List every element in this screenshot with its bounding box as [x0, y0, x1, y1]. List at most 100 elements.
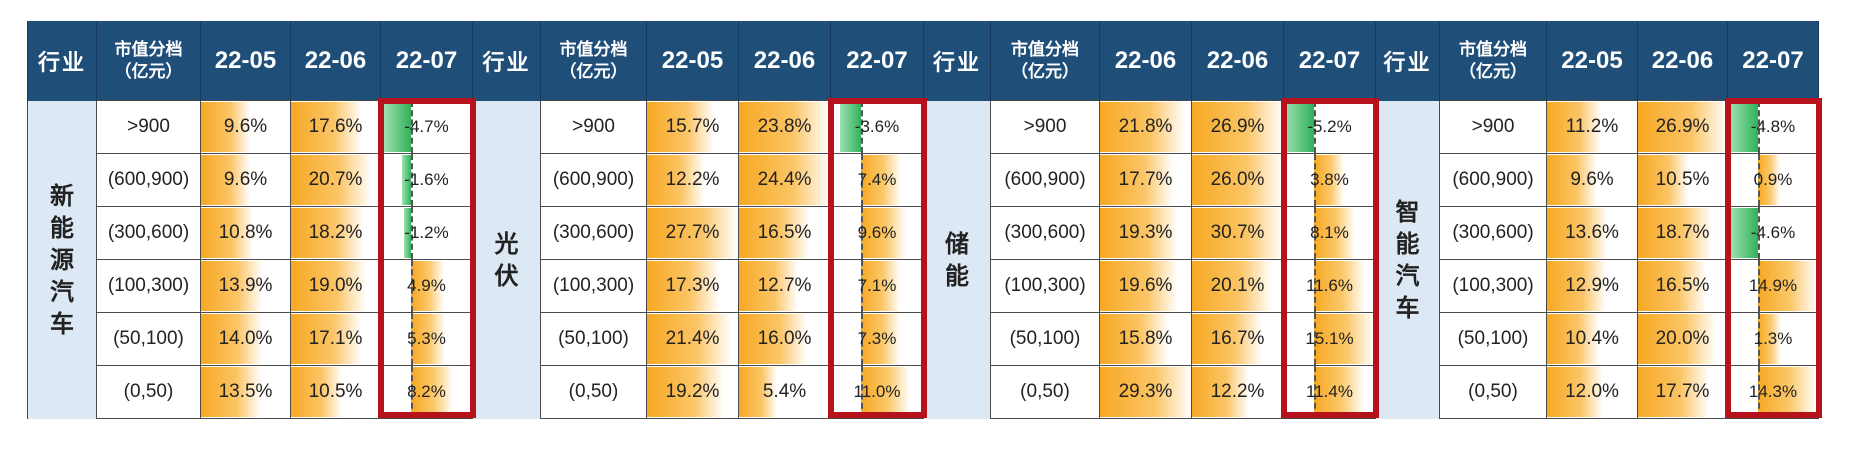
market-cap-band: >900 — [96, 100, 201, 154]
industry-char: 车 — [50, 309, 74, 338]
month-header-2: 22-06 — [290, 21, 381, 101]
data-bar — [291, 314, 361, 364]
return-value: 10.8% — [218, 222, 273, 243]
data-bar — [1192, 155, 1283, 205]
market-cap-band: (0,50) — [1439, 365, 1547, 419]
zero-axis-line — [411, 366, 413, 418]
return-value: 5.4% — [762, 381, 807, 402]
return-value: 13.5% — [218, 381, 273, 402]
positive-bar — [861, 314, 901, 364]
data-bar — [739, 208, 809, 258]
return-cell-m3: 5.3% — [380, 312, 473, 366]
positive-bar — [1758, 367, 1816, 417]
industry-label: 光伏 — [472, 100, 541, 419]
data-bar — [1547, 261, 1606, 311]
zero-axis-line — [1314, 154, 1316, 206]
return-value: 17.7% — [1655, 381, 1710, 402]
positive-bar — [1314, 367, 1365, 417]
return-value: 20.0% — [1655, 328, 1710, 349]
change-value: 14.9% — [1748, 276, 1798, 295]
negative-bar — [383, 102, 411, 152]
market-cap-band: (0,50) — [540, 365, 647, 419]
data-bar — [1638, 367, 1710, 417]
return-value: 9.6% — [223, 116, 268, 137]
market-cap-header-line1: 市值分档 — [1459, 39, 1527, 60]
industry-char: 汽 — [50, 277, 74, 306]
zero-axis-line — [1314, 101, 1316, 153]
return-cell-m1: 9.6% — [200, 100, 291, 154]
data-bar — [1192, 102, 1283, 152]
industry-char: 新 — [50, 181, 74, 210]
return-value: 11.2% — [1565, 116, 1619, 137]
zero-axis-line — [411, 101, 413, 153]
data-bar — [201, 367, 261, 417]
zero-axis-line — [1758, 207, 1760, 259]
negative-bar — [1731, 208, 1758, 258]
return-value: 19.6% — [1118, 275, 1173, 296]
return-value: 12.0% — [1565, 381, 1619, 402]
month-header-3: 22-07 — [1283, 21, 1376, 101]
return-cell-m2: 17.7% — [1637, 365, 1728, 419]
zero-axis-line — [1758, 260, 1760, 312]
data-bar — [291, 155, 371, 205]
return-value: 10.5% — [1655, 169, 1710, 190]
positive-bar — [411, 367, 453, 417]
industry-char: 汽 — [1395, 261, 1420, 290]
data-bar — [1192, 367, 1250, 417]
month-header-2: 22-06 — [1637, 21, 1728, 101]
month-header-2: 22-06 — [1191, 21, 1284, 101]
return-cell-m3: 11.4% — [1283, 365, 1376, 419]
zero-axis-line — [861, 154, 863, 206]
market-cap-band: >900 — [540, 100, 647, 154]
return-value: 26.9% — [1655, 116, 1710, 137]
industry-char: 储 — [945, 229, 969, 258]
zero-axis-line — [1314, 260, 1316, 312]
market-cap-header: 市值分档 （亿元） — [96, 21, 201, 101]
return-cell-m1: 10.4% — [1546, 312, 1638, 366]
return-value: 16.5% — [1655, 275, 1710, 296]
return-cell-m1: 12.0% — [1546, 365, 1638, 419]
market-cap-band: (600,900) — [540, 153, 647, 207]
return-cell-m2: 10.5% — [290, 365, 381, 419]
data-bar — [291, 102, 363, 152]
return-cell-m3: -1.6% — [380, 153, 473, 207]
industry-label: 储能 — [923, 100, 991, 419]
data-bar — [739, 102, 830, 152]
change-value: 11.6% — [1306, 276, 1353, 295]
zero-axis-line — [411, 207, 413, 259]
positive-bar — [861, 208, 907, 258]
header-row: 行业 市值分档 （亿元） 22-05 22-06 22-07 行业 市值分档 （亿元） 22-05… — [27, 21, 1819, 101]
return-cell-m3: 8.2% — [380, 365, 473, 419]
industry-char: 源 — [50, 245, 74, 274]
return-value: 18.2% — [308, 222, 363, 243]
return-value: 20.7% — [308, 169, 363, 190]
return-cell-m2: 12.2% — [1191, 365, 1284, 419]
data-bar — [739, 314, 808, 364]
data-bar — [201, 102, 250, 152]
change-value: 11.0% — [853, 382, 901, 401]
return-value: 16.5% — [757, 222, 812, 243]
return-cell-m1: 14.0% — [200, 312, 291, 366]
positive-bar — [1314, 155, 1345, 205]
data-bar — [291, 261, 367, 311]
table-row: (600,900) 9.6% 20.7% -1.6% (600,900) 12.2% 24.… — [28, 153, 1819, 207]
market-cap-header-line2: （亿元） — [114, 61, 183, 82]
return-value: 9.6% — [1570, 169, 1614, 190]
return-cell-m3: 3.8% — [1283, 153, 1376, 207]
return-cell-m3: 9.6% — [830, 206, 924, 260]
market-cap-header-line2: （亿元） — [1459, 61, 1527, 82]
change-value: 11.4% — [1306, 382, 1353, 401]
data-bar — [1100, 102, 1185, 152]
return-value: 13.9% — [218, 275, 273, 296]
return-cell-m1: 13.6% — [1546, 206, 1638, 260]
table-row: 新能源汽车 >900 9.6% 17.6% -4.7% 光伏 >900 15.7% 23.8% -… — [27, 100, 1819, 419]
return-value: 26.9% — [1210, 116, 1265, 137]
negative-bar — [401, 155, 411, 205]
return-cell-m1: 17.3% — [646, 259, 739, 313]
positive-bar — [1758, 314, 1782, 364]
zero-axis-line — [1758, 154, 1760, 206]
return-cell-m2: 16.5% — [738, 206, 831, 260]
return-cell-m2: 17.6% — [290, 100, 381, 154]
return-value: 15.8% — [1118, 328, 1173, 349]
data-bar — [1547, 314, 1599, 364]
